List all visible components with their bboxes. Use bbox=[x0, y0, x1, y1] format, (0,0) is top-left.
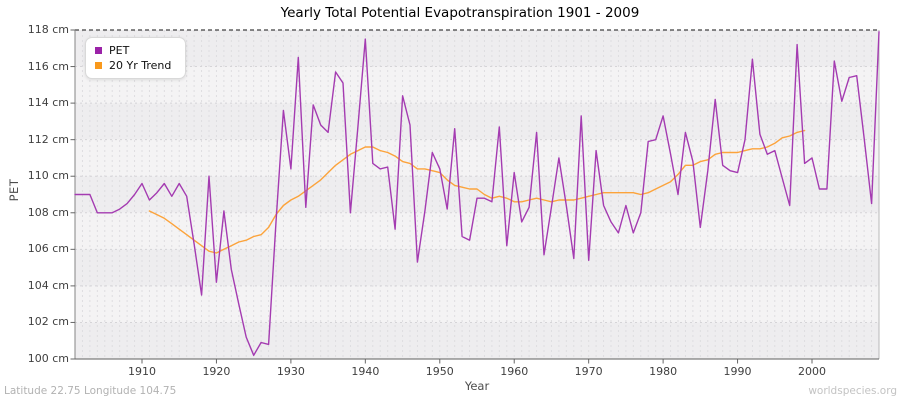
x-tick-label: 1920 bbox=[202, 365, 231, 378]
x-tick-label: 1940 bbox=[351, 365, 380, 378]
y-tick-label: 116 cm bbox=[27, 59, 69, 73]
x-tick-label: 1910 bbox=[128, 365, 156, 378]
x-tick-label: 1980 bbox=[649, 365, 678, 378]
y-tick-label: 106 cm bbox=[27, 242, 69, 256]
trend-series-swatch-icon bbox=[95, 62, 102, 69]
series-line-pet bbox=[74, 31, 880, 356]
x-tick-label: 2000 bbox=[798, 365, 826, 378]
plot-band bbox=[75, 66, 879, 104]
y-tick-label: 102 cm bbox=[27, 315, 69, 329]
y-tick-label: 114 cm bbox=[27, 96, 69, 110]
y-tick-label: 100 cm bbox=[27, 352, 69, 365]
series-line-20-yr-trend bbox=[148, 129, 806, 254]
y-tick-label: 118 cm bbox=[27, 23, 69, 36]
coordinates-label: Latitude 22.75 Longitude 104.75 bbox=[4, 385, 177, 397]
legend-item-pet: PET bbox=[95, 43, 171, 58]
watermark: worldspecies.org bbox=[808, 385, 897, 397]
x-axis-title: Year bbox=[464, 379, 490, 393]
legend-label-pet: PET bbox=[109, 44, 130, 57]
y-tick-label: 104 cm bbox=[27, 278, 69, 292]
legend-label-trend: 20 Yr Trend bbox=[109, 59, 172, 72]
x-tick-label: 1960 bbox=[500, 365, 529, 378]
chart-title: Yearly Total Potential Evapotranspiratio… bbox=[280, 5, 640, 21]
legend-box: PET 20 Yr Trend bbox=[85, 37, 187, 79]
y-tick-label: 110 cm bbox=[27, 169, 69, 183]
y-tick-label: 108 cm bbox=[27, 205, 69, 219]
x-tick-label: 1930 bbox=[276, 365, 305, 378]
pet-series-swatch-icon bbox=[95, 47, 102, 54]
x-tick-label: 1970 bbox=[574, 365, 603, 378]
x-tick-label: 1950 bbox=[425, 365, 454, 378]
legend-item-trend: 20 Yr Trend bbox=[95, 58, 171, 73]
y-tick-label: 112 cm bbox=[27, 132, 69, 146]
x-tick-label: 1990 bbox=[723, 365, 752, 378]
